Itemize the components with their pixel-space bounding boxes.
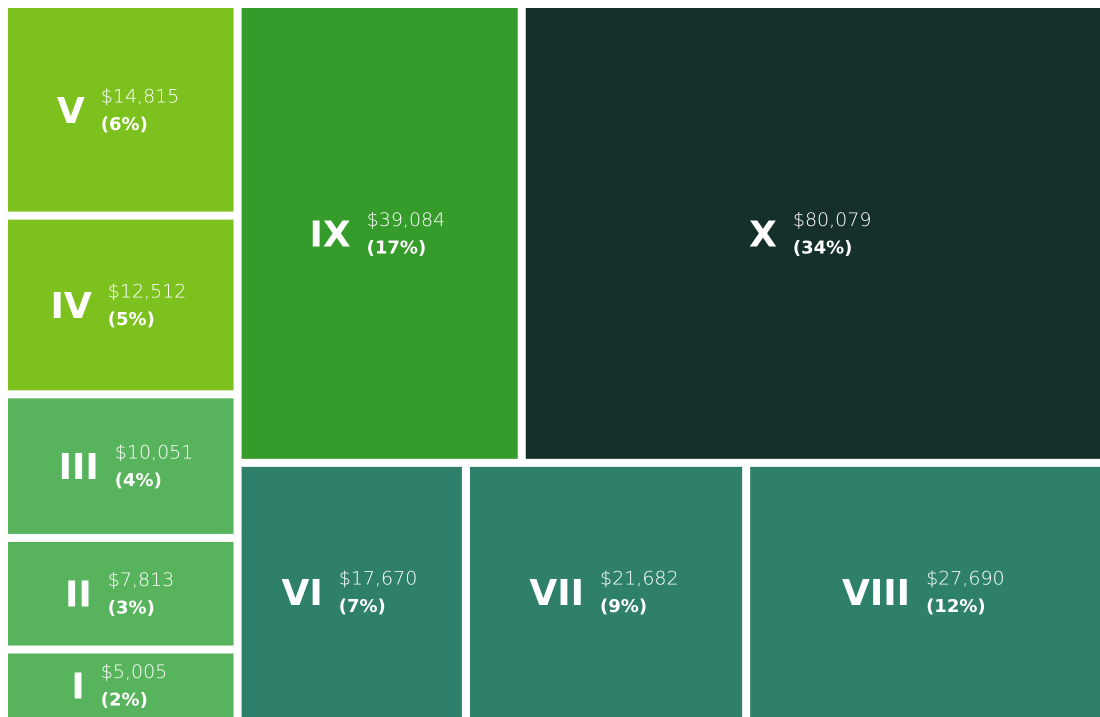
tile-label: VI	[281, 573, 322, 614]
tile	[8, 541, 234, 646]
tile-label: IX	[310, 214, 351, 255]
tile	[8, 219, 234, 391]
tile	[8, 653, 234, 717]
tile	[8, 8, 234, 212]
tile-label: I	[71, 666, 84, 707]
tile-label: VIII	[842, 573, 910, 614]
percent-label: (9%)	[600, 596, 647, 617]
tile	[241, 466, 462, 717]
percent-label: (34%)	[793, 237, 853, 258]
value-label: $10,051	[115, 442, 194, 464]
value-label: $21,682	[600, 567, 679, 589]
value-label: $39,084	[367, 209, 446, 231]
percent-label: (3%)	[108, 598, 155, 619]
tile-label: III	[59, 447, 99, 488]
percent-label: (5%)	[108, 309, 155, 330]
value-label: $17,670	[339, 567, 418, 589]
value-label: $5,005	[101, 661, 167, 683]
tile	[8, 398, 234, 534]
tile	[750, 466, 1100, 717]
tile	[241, 8, 518, 459]
value-label: $14,815	[101, 85, 180, 107]
tile-label: IV	[51, 286, 92, 327]
value-label: $12,512	[108, 280, 187, 302]
value-label: $27,690	[926, 567, 1005, 589]
value-label: $80,079	[793, 209, 872, 231]
percent-label: (12%)	[926, 596, 986, 617]
tile-label: II	[65, 575, 92, 616]
tile-label: VII	[529, 573, 584, 614]
tile-label: V	[57, 91, 85, 132]
percent-label: (4%)	[115, 470, 162, 491]
percent-label: (7%)	[339, 596, 386, 617]
tile-label: X	[749, 214, 777, 255]
percent-label: (2%)	[101, 689, 148, 710]
percent-label: (6%)	[101, 114, 148, 135]
percent-label: (17%)	[367, 237, 427, 258]
tile	[525, 8, 1100, 459]
tile	[469, 466, 743, 717]
value-label: $7,813	[108, 569, 174, 591]
